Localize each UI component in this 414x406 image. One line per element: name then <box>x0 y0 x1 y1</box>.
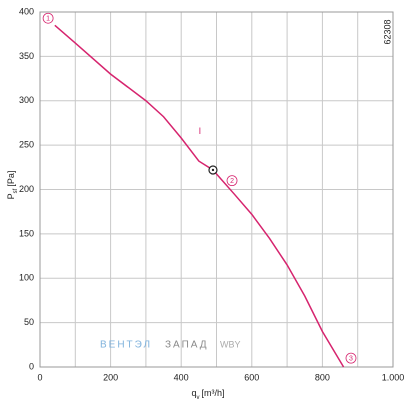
x-axis-label: qv [m³/h] <box>192 388 225 400</box>
y-tick-label: 50 <box>24 317 34 327</box>
annotation: 3 <box>349 355 353 362</box>
annotation: 2 <box>230 178 234 185</box>
y-axis-label: Psf[Pa] <box>6 171 18 200</box>
y-axis-label-sub: sf <box>13 188 19 193</box>
x-axis-label-sub: v <box>197 395 200 401</box>
x-axis-label-main: q <box>192 388 197 398</box>
y-tick-label: 350 <box>19 51 34 61</box>
y-tick-label: 300 <box>19 95 34 105</box>
watermark: WBY <box>220 339 241 349</box>
y-tick-label: 400 <box>19 6 34 16</box>
x-tick-label: 200 <box>103 372 118 382</box>
y-tick-label: 250 <box>19 140 34 150</box>
x-axis-label-unit: [m³/h] <box>202 388 225 398</box>
annotation: 1 <box>46 16 50 23</box>
y-tick-label: 150 <box>19 228 34 238</box>
operating-point-dot <box>211 168 215 172</box>
watermark: ЗАПАД <box>165 340 209 351</box>
x-tick-label: 800 <box>315 372 330 382</box>
code-label: 62308 <box>382 19 392 44</box>
annotation: I <box>199 126 202 136</box>
y-tick-label: 100 <box>19 273 34 283</box>
y-tick-label: 200 <box>19 184 34 194</box>
annotation-circle <box>42 12 54 24</box>
x-tick-label: 600 <box>244 372 259 382</box>
plot-frame <box>39 11 394 368</box>
x-tick-label: 0 <box>37 372 42 382</box>
y-axis-label-main: P <box>6 193 16 199</box>
x-tick-label: 400 <box>174 372 189 382</box>
watermark: ВЕНТЭЛ <box>100 340 152 351</box>
x-tick-label: 1.000 <box>382 372 405 382</box>
fan-curve <box>54 24 345 368</box>
y-axis-label-unit: [Pa] <box>6 171 16 187</box>
annotation-circle <box>345 352 357 364</box>
annotation-circle <box>226 175 238 187</box>
y-tick-label: 0 <box>29 361 34 371</box>
